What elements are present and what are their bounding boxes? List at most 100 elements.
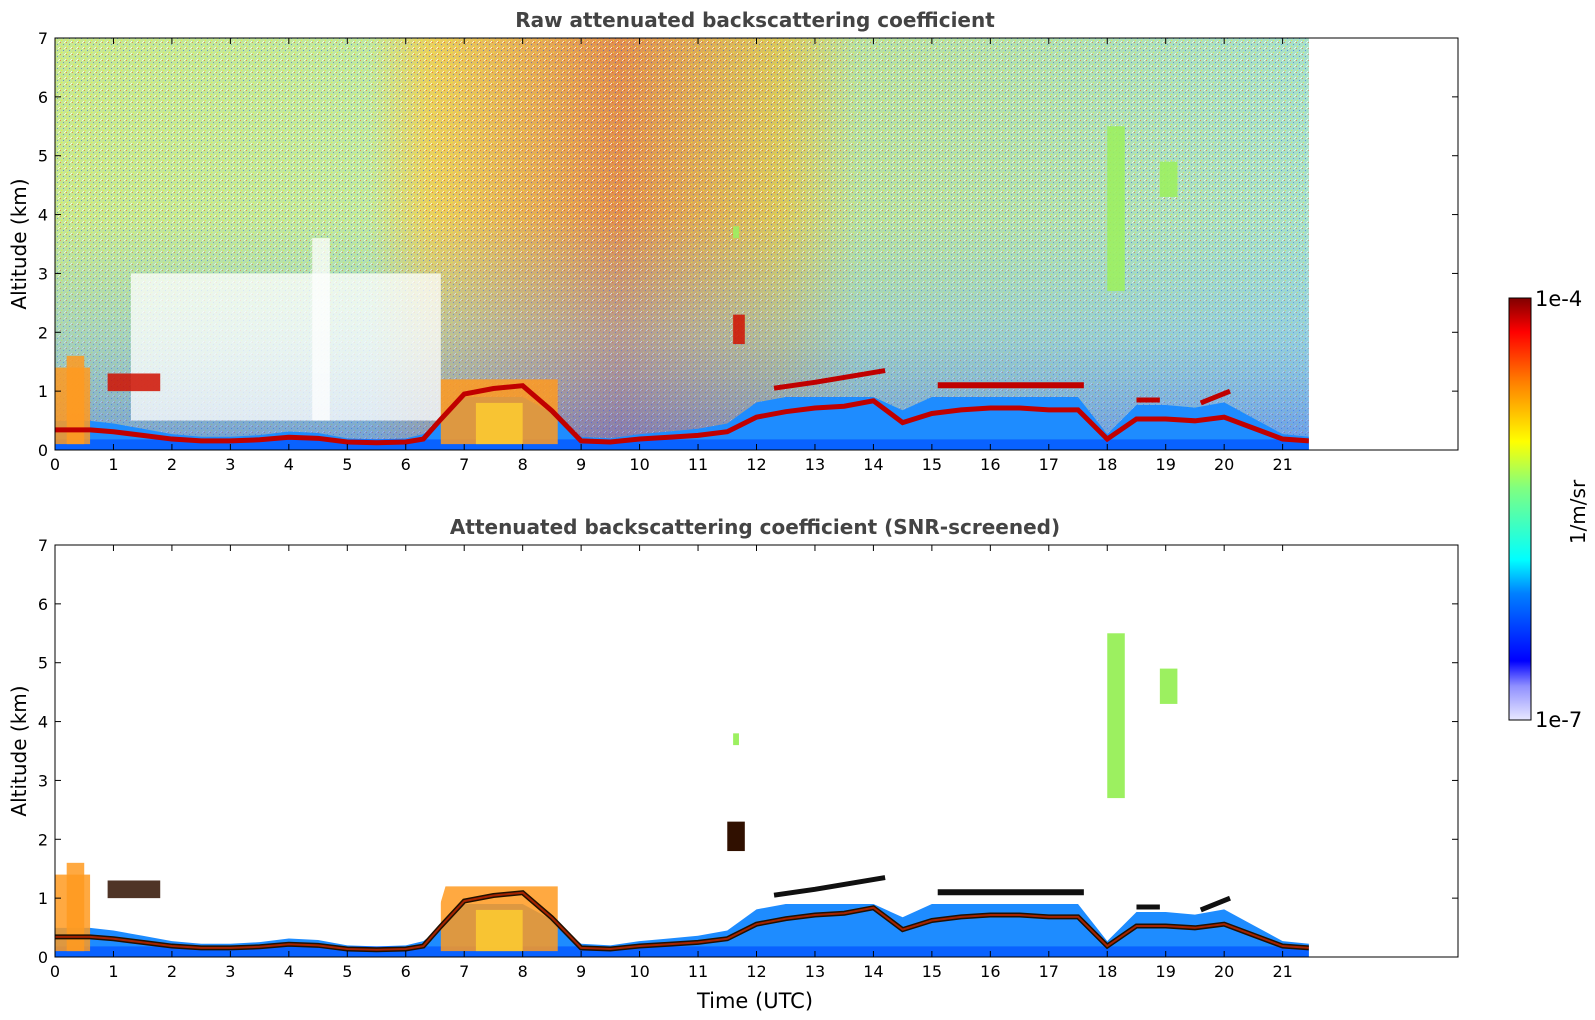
- x-tick-label: 8: [518, 962, 528, 981]
- x-tick-label: 17: [1039, 455, 1059, 474]
- cloud-feature: [733, 226, 739, 239]
- x-tick-label: 3: [225, 455, 235, 474]
- y-tick-label: 5: [38, 147, 48, 166]
- surface-layer: [55, 946, 1309, 957]
- y-tick-label: 1: [38, 382, 48, 401]
- aerosol-plume: [66, 862, 85, 952]
- x-tick-label: 5: [342, 962, 352, 981]
- x-tick-label: 15: [922, 455, 942, 474]
- top-y-axis-label: Altitude (km): [7, 178, 31, 309]
- x-tick-label: 3: [225, 962, 235, 981]
- y-tick-label: 3: [38, 771, 48, 790]
- screened-cloud: [733, 733, 739, 746]
- y-tick-label: 4: [38, 206, 48, 225]
- x-tick-label: 17: [1039, 962, 1059, 981]
- clear-air-gap: [130, 273, 441, 421]
- x-tick-label: 2: [167, 455, 177, 474]
- x-tick-label: 21: [1272, 962, 1292, 981]
- y-tick-label: 7: [38, 536, 48, 555]
- y-tick-label: 0: [38, 441, 48, 460]
- x-tick-label: 0: [50, 455, 60, 474]
- x-tick-label: 8: [518, 455, 528, 474]
- x-tick-label: 2: [167, 962, 177, 981]
- x-tick-label: 13: [805, 962, 825, 981]
- screened-heatmap: [55, 545, 1458, 957]
- colorbar-min-label: 1e-7: [1535, 708, 1582, 732]
- x-tick-label: 18: [1097, 455, 1117, 474]
- y-tick-label: 6: [38, 88, 48, 107]
- x-tick-label: 7: [459, 455, 469, 474]
- x-tick-label: 10: [629, 455, 649, 474]
- x-tick-label: 15: [922, 962, 942, 981]
- elevated-layer: [1199, 388, 1231, 406]
- screened-out-region: [55, 545, 1458, 922]
- x-tick-label: 9: [576, 455, 586, 474]
- raw-backscatter-panel: Raw attenuated backscattering coefficien…: [7, 8, 1459, 474]
- x-tick-label: 10: [629, 962, 649, 981]
- cloud-feature: [733, 314, 745, 345]
- cloud-feature: [1107, 126, 1125, 292]
- elevated-layer: [773, 368, 886, 391]
- x-tick-label: 6: [401, 962, 411, 981]
- x-tick-label: 5: [342, 455, 352, 474]
- screened-cloud: [727, 821, 745, 852]
- clear-air-gap: [312, 238, 330, 421]
- x-axis-label: Time (UTC): [696, 989, 813, 1013]
- top-x-axis: 0 1 2 3 4 5 6 7 8 9 10 11 12 13 14 15 16 17 18 19 20 21: [50, 38, 1293, 474]
- boundary-layer-top-edge: [55, 891, 1309, 951]
- aerosol-core: [475, 909, 523, 952]
- x-tick-label: 19: [1156, 962, 1176, 981]
- y-tick-label: 4: [38, 713, 48, 732]
- colorbar: 1e-4 1e-7 1/m/sr: [1508, 287, 1590, 732]
- x-tick-label: 19: [1156, 455, 1176, 474]
- y-tick-label: 2: [38, 323, 48, 342]
- x-tick-label: 20: [1214, 455, 1234, 474]
- x-tick-label: 12: [746, 962, 766, 981]
- elevated-layer: [773, 875, 886, 898]
- aerosol-core: [475, 402, 523, 445]
- aerosol-plume: [66, 355, 85, 445]
- x-tick-label: 4: [284, 455, 294, 474]
- x-tick-label: 11: [688, 962, 708, 981]
- x-tick-label: 18: [1097, 962, 1117, 981]
- x-tick-label: 0: [50, 962, 60, 981]
- top-panel-title: Raw attenuated backscattering coefficien…: [515, 8, 995, 32]
- x-tick-label: 1: [108, 962, 118, 981]
- top-y-axis: 0 1 2 3 4 5 6 7: [38, 29, 1458, 460]
- x-tick-label: 7: [459, 962, 469, 981]
- colorbar-max-label: 1e-4: [1535, 287, 1582, 311]
- y-tick-label: 5: [38, 654, 48, 673]
- y-tick-label: 7: [38, 29, 48, 48]
- x-tick-label: 20: [1214, 962, 1234, 981]
- x-tick-label: 13: [805, 455, 825, 474]
- colorbar-unit-label: 1/m/sr: [1566, 479, 1590, 544]
- y-tick-label: 0: [38, 948, 48, 967]
- boundary-layer-top: [55, 383, 1310, 446]
- x-tick-label: 21: [1272, 455, 1292, 474]
- x-tick-label: 12: [746, 455, 766, 474]
- y-tick-label: 6: [38, 595, 48, 614]
- x-tick-label: 1: [108, 455, 118, 474]
- elevated-layer: [1199, 895, 1231, 913]
- cloud-feature: [107, 880, 161, 899]
- x-tick-label: 4: [284, 962, 294, 981]
- colorbar-gradient: [1508, 297, 1532, 721]
- x-tick-label: 11: [688, 455, 708, 474]
- bottom-x-axis: 0 1 2 3 4 5 6 7 8 9 10 11 12 13 14 15 16 17 18 19 20 21: [50, 545, 1293, 981]
- no-data-region: [1308, 38, 1458, 450]
- x-tick-label: 14: [863, 455, 883, 474]
- x-tick-label: 9: [576, 962, 586, 981]
- surface-layer: [55, 439, 1309, 450]
- bottom-y-axis-label: Altitude (km): [7, 685, 31, 816]
- x-tick-label: 16: [980, 962, 1000, 981]
- y-tick-label: 3: [38, 264, 48, 283]
- y-tick-label: 2: [38, 830, 48, 849]
- bottom-panel-title: Attenuated backscattering coefficient (S…: [450, 515, 1060, 539]
- screened-cloud: [1159, 668, 1178, 704]
- x-tick-label: 6: [401, 455, 411, 474]
- y-tick-label: 1: [38, 889, 48, 908]
- screened-cloud: [1107, 633, 1125, 799]
- cloud-feature: [107, 373, 161, 392]
- cloud-feature: [1159, 161, 1178, 197]
